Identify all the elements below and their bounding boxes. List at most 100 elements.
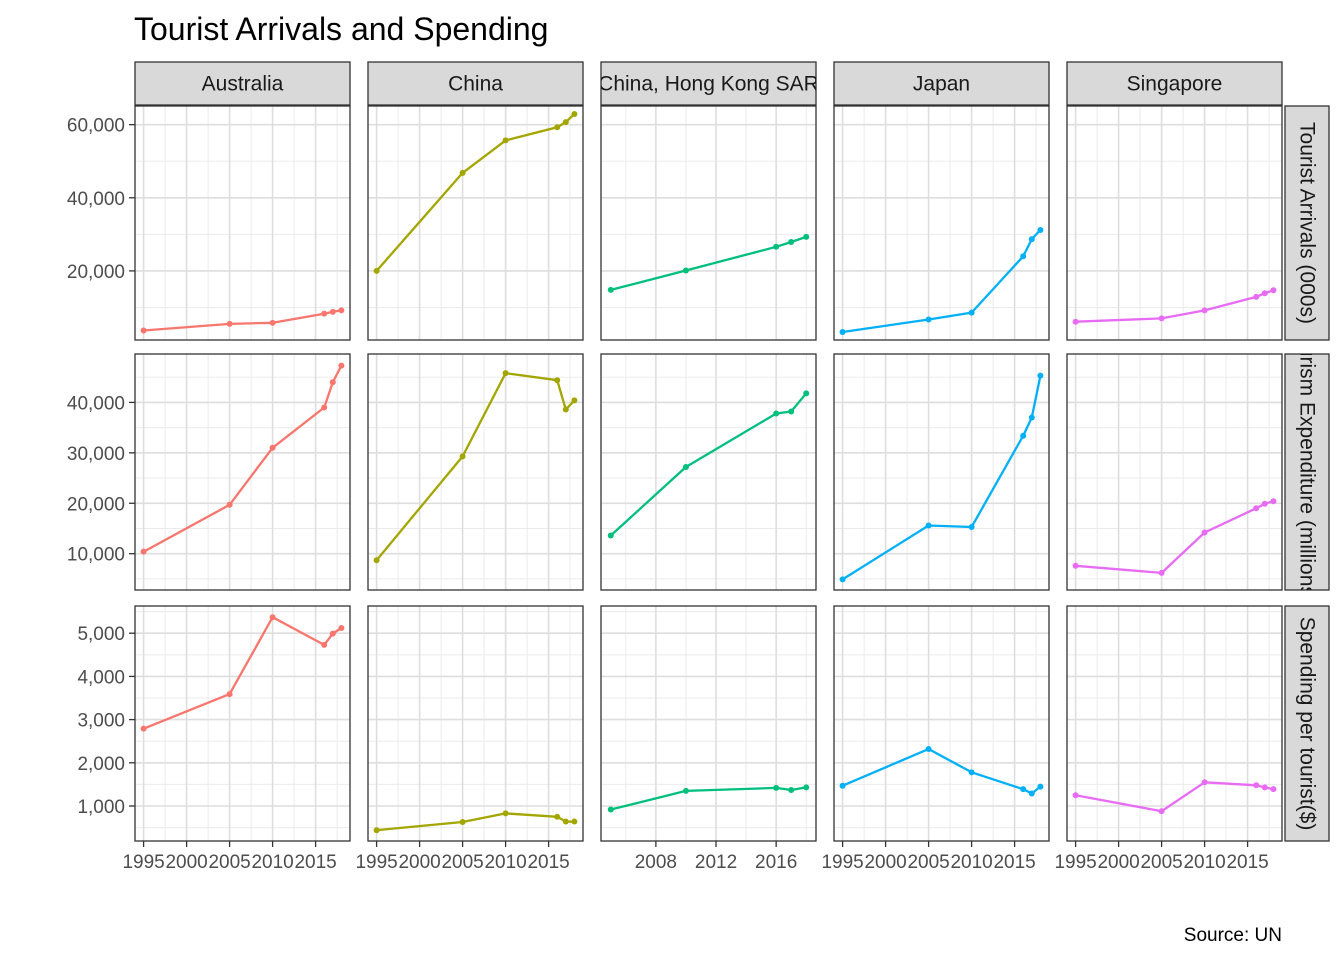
series-japan-spending-per-tourist [839, 745, 1044, 797]
panel-china-spending-per-tourist [367, 605, 584, 842]
x-tick-label: 2015 [1226, 852, 1268, 873]
panel-border [833, 105, 1050, 341]
data-point [329, 630, 336, 637]
data-point [140, 327, 147, 334]
y-tick-label: 20,000 [67, 494, 125, 515]
strip-label: Tourism Expenditure (millions $) [1296, 323, 1319, 622]
data-point [459, 169, 466, 176]
series-australia-spending-per-tourist [140, 614, 345, 732]
panel-china-hong-kong-sar-tourist-arrivals-000s [600, 105, 817, 341]
panel-background [601, 354, 816, 590]
x-tick-label: 2010 [484, 852, 526, 873]
data-point [925, 316, 932, 323]
data-point [1028, 414, 1035, 421]
data-point [607, 806, 614, 813]
data-point [562, 818, 569, 825]
panel-background [601, 106, 816, 340]
x-tick-label: 2010 [251, 852, 293, 873]
data-point [269, 614, 276, 621]
x-tick-label: 2005 [208, 852, 250, 873]
panel-background [368, 606, 583, 841]
data-point [1270, 786, 1277, 793]
data-point [502, 810, 509, 817]
strip-background [134, 61, 351, 106]
strip-china-hong-kong-sar: China, Hong Kong SAR [600, 61, 817, 106]
data-point [459, 453, 466, 460]
data-point [1020, 253, 1027, 260]
panel-australia-spending-per-tourist [134, 605, 351, 842]
data-point [140, 725, 147, 732]
panel-background [834, 106, 1049, 340]
data-point [1072, 792, 1079, 799]
panel-border [833, 605, 1050, 842]
panel-border [600, 105, 817, 341]
panel-japan-tourism-expenditure-millions [833, 353, 1050, 591]
data-point [338, 307, 345, 314]
column-strips: Australia China China, Hong Kong SAR Japan S… [134, 61, 1283, 106]
x-tick-label: 2005 [907, 852, 949, 873]
x-tick-label: 2010 [950, 852, 992, 873]
data-point [1037, 783, 1044, 790]
data-point [226, 691, 233, 698]
panel-background [368, 354, 583, 590]
panel-background [601, 606, 816, 841]
strip-background [600, 61, 817, 106]
data-point [1020, 432, 1027, 439]
panel-border [134, 353, 351, 591]
data-point [329, 379, 336, 386]
x-tick-label: 2000 [398, 852, 440, 873]
x-axis-australia: 1995 2000 2005 2010 2015 [122, 841, 337, 873]
data-point [968, 523, 975, 530]
panel-border [367, 605, 584, 842]
y-tick-label: 40,000 [67, 393, 125, 414]
data-point [269, 444, 276, 451]
data-point [1270, 498, 1277, 505]
panel-border [600, 353, 817, 591]
x-tick-label: 2000 [165, 852, 207, 873]
data-point [502, 137, 509, 144]
chart-caption: Source: UN [1184, 925, 1282, 946]
panel-singapore-tourism-expenditure-millions [1066, 353, 1283, 591]
data-point [321, 641, 328, 648]
panel-singapore-tourist-arrivals-000s [1066, 105, 1283, 341]
y-tick-label: 10,000 [67, 545, 125, 566]
data-point [925, 745, 932, 752]
data-point [839, 782, 846, 789]
data-point [502, 370, 509, 377]
x-tick-label: 2012 [695, 852, 737, 873]
panel-background [135, 354, 350, 590]
panel-border [367, 353, 584, 591]
data-point [140, 548, 147, 555]
panel-border [1066, 353, 1283, 591]
y-tick-label: 5,000 [77, 624, 125, 645]
panel-japan-spending-per-tourist [833, 605, 1050, 842]
data-point [269, 319, 276, 326]
data-point [773, 243, 780, 250]
data-point [459, 818, 466, 825]
data-point [803, 784, 810, 791]
data-point [1072, 562, 1079, 569]
data-point [839, 328, 846, 335]
strip-label: China [448, 73, 503, 96]
panel-china-tourism-expenditure-millions [367, 353, 584, 591]
strip-label-wrap: Spending per tourist($) [1296, 617, 1319, 831]
x-tick-label: 2000 [1097, 852, 1139, 873]
y-axis-tourism-expenditure-millions: 10,000 20,000 30,000 40,000 [67, 393, 135, 566]
series-china-tourism-expenditure-millions [373, 370, 578, 564]
strip-background [367, 61, 584, 106]
strip-label-wrap: Tourist Arrivals (000s) [1296, 122, 1319, 324]
data-point [788, 239, 795, 246]
strip-spending-per-tourist: Spending per tourist($) [1284, 605, 1330, 842]
x-tick-label: 2008 [635, 852, 677, 873]
data-point [1253, 505, 1260, 512]
row-strips: Tourist Arrivals (000s)Tourism Expenditu… [1284, 105, 1330, 842]
panel-border [367, 105, 584, 341]
data-point [607, 532, 614, 539]
data-point [1072, 318, 1079, 325]
facet-panels [134, 105, 1283, 842]
data-point [1261, 290, 1268, 297]
panel-border [833, 353, 1050, 591]
data-point [373, 557, 380, 564]
panel-background [834, 354, 1049, 590]
